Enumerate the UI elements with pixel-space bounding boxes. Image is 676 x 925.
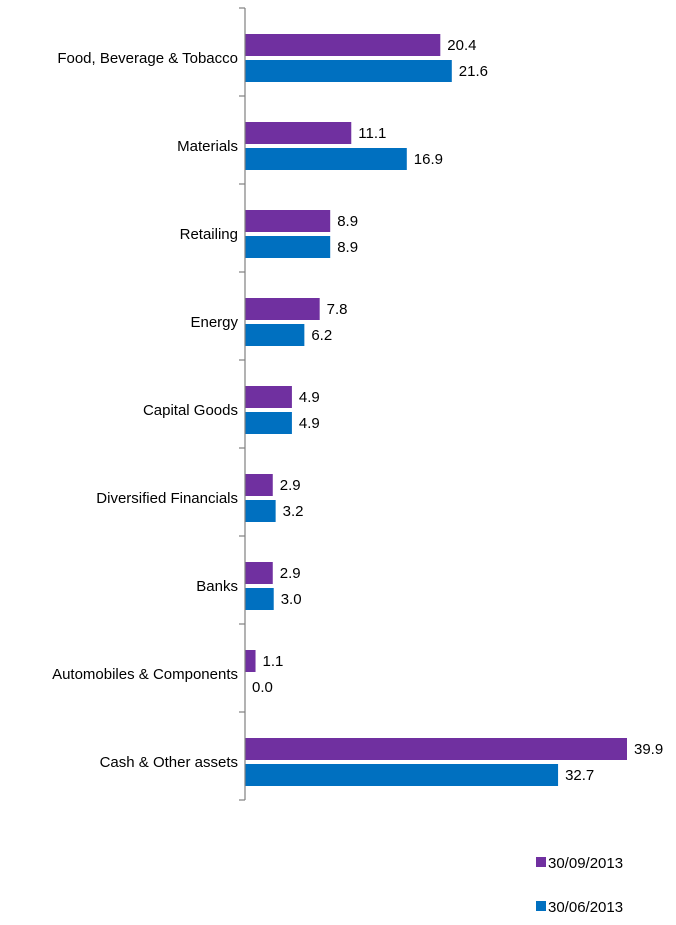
data-label: 32.7 xyxy=(565,767,594,784)
data-label: 3.2 xyxy=(283,503,304,520)
category-label: Banks xyxy=(196,578,238,595)
data-label: 20.4 xyxy=(447,37,476,54)
bar-series-1 xyxy=(245,34,441,56)
bar-series-1 xyxy=(245,474,273,496)
data-label: 0.0 xyxy=(252,679,273,696)
legend-swatch xyxy=(536,901,546,911)
bar-series-2 xyxy=(245,148,407,170)
data-label: 11.1 xyxy=(358,125,386,142)
data-label: 2.9 xyxy=(280,565,301,582)
bar-series-1 xyxy=(245,562,273,584)
bar-series-2 xyxy=(245,764,559,786)
data-label: 1.1 xyxy=(263,653,284,670)
data-label: 6.2 xyxy=(311,327,332,344)
bar-series-2 xyxy=(245,60,452,82)
category-label: Food, Beverage & Tobacco xyxy=(57,50,238,67)
bar-series-1 xyxy=(245,650,256,672)
legend-label: 30/09/2013 xyxy=(548,855,623,872)
bars xyxy=(245,34,627,786)
legend-label: 30/06/2013 xyxy=(548,899,623,916)
data-label: 3.0 xyxy=(281,591,302,608)
bar-series-2 xyxy=(245,236,331,258)
bar-series-2 xyxy=(245,588,274,610)
data-label: 4.9 xyxy=(299,389,320,406)
category-axis xyxy=(239,7,246,801)
category-label: Diversified Financials xyxy=(96,490,238,507)
data-label: 8.9 xyxy=(337,239,358,256)
legend: 30/09/2013 30/06/2013 xyxy=(536,855,623,916)
bar-series-1 xyxy=(245,298,320,320)
category-label: Cash & Other assets xyxy=(100,754,238,771)
category-label: Energy xyxy=(190,314,238,331)
data-label: 2.9 xyxy=(280,477,301,494)
category-label: Automobiles & Components xyxy=(52,666,238,683)
bar-series-1 xyxy=(245,386,292,408)
data-label: 21.6 xyxy=(459,63,488,80)
data-label: 16.9 xyxy=(414,151,443,168)
bar-series-1 xyxy=(245,738,627,760)
bar-series-1 xyxy=(245,210,331,232)
data-label: 8.9 xyxy=(337,213,358,230)
legend-swatch xyxy=(536,857,546,867)
category-label: Retailing xyxy=(180,226,238,243)
data-label: 4.9 xyxy=(299,415,320,432)
bar-series-1 xyxy=(245,122,352,144)
bar-series-2 xyxy=(245,500,276,522)
data-label: 7.8 xyxy=(327,301,348,318)
category-labels: Food, Beverage & Tobacco Materials Retaili… xyxy=(52,50,238,771)
bar-series-2 xyxy=(245,412,292,434)
bar-series-2 xyxy=(245,324,305,346)
data-labels: 20.4 21.6 11.1 16.9 8.9 8.9 7.8 6.2 4.9 4.9 2.9 3.2… xyxy=(252,37,663,784)
category-label: Capital Goods xyxy=(143,402,238,419)
category-label: Materials xyxy=(177,138,238,155)
data-label: 39.9 xyxy=(634,741,663,758)
